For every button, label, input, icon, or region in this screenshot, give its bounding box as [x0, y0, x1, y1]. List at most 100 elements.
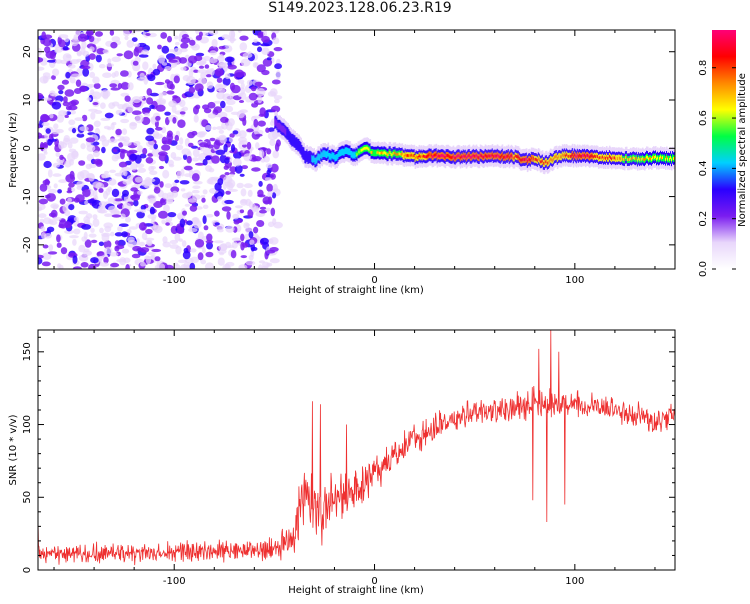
- spectrogram-ridge-peak: [464, 154, 467, 158]
- spectrogram-ridge-peak: [630, 157, 633, 161]
- spectrogram-ridge-core: [325, 151, 328, 159]
- spectrogram-ridge-peak: [627, 158, 630, 162]
- spectrogram-ridge-core: [276, 120, 278, 128]
- spectrogram-ridge-core: [282, 125, 284, 133]
- spectrogram-noise-cell: [101, 139, 110, 147]
- spectrogram-noise-cell: [72, 238, 77, 246]
- spectrogram-ridge-peak: [651, 157, 653, 161]
- spectrogram-noise-cell: [84, 200, 89, 205]
- spectrogram-noise-cell: [206, 233, 213, 242]
- spectrogram-noise-cell: [140, 204, 147, 211]
- spectrogram-noise-cell: [269, 258, 280, 264]
- spectrogram-noise-cell: [57, 263, 62, 269]
- spectrogram-noise-cell: [207, 113, 217, 119]
- spectrogram-ridge-peak: [614, 157, 617, 161]
- spectrogram-noise-cell: [93, 158, 103, 165]
- spectrogram-xtick-label: 100: [565, 275, 584, 286]
- spectrogram-noise-cell: [101, 146, 106, 154]
- spectrogram-noise-cell: [127, 104, 134, 114]
- spectrogram-noise-cell: [98, 63, 106, 69]
- spectrogram-noise-cell: [62, 110, 68, 116]
- snr-series-line: [38, 330, 675, 566]
- spectrogram-ridge-peak: [577, 155, 580, 159]
- spectrogram-ridge-peak: [471, 154, 474, 158]
- spectrogram-noise-cell: [224, 56, 235, 63]
- spectrogram-noise-cell: [131, 37, 138, 42]
- spectrogram-ridge-peak: [443, 155, 446, 159]
- spectrogram-noise-cell: [261, 265, 269, 269]
- spectrogram-ridge-peak: [532, 156, 535, 160]
- spectrogram-noise-cell: [180, 37, 191, 44]
- spectrogram-noise-cell: [174, 41, 180, 46]
- spectrogram-ridge-core: [312, 156, 314, 163]
- spectrogram-noise-cell: [155, 115, 161, 121]
- spectrogram-noise-cell: [229, 166, 237, 173]
- spectrogram-ridge-peak: [617, 156, 620, 160]
- spectrogram-ridge-peak: [557, 155, 560, 159]
- spectrogram-ridge-peak: [364, 146, 367, 150]
- spectrogram-ridge-peak: [503, 155, 506, 159]
- spectrogram-ridge-peak: [363, 147, 366, 150]
- spectrogram-ridge-core: [307, 154, 309, 162]
- spectrogram-noise-cell: [258, 149, 265, 158]
- spectrogram-noise-cell: [72, 255, 78, 264]
- spectrogram-noise-cell: [210, 67, 215, 76]
- spectrogram-noise-cell: [52, 68, 60, 77]
- spectrogram-ridge-core: [288, 132, 290, 139]
- spectrogram-ridge-peak: [405, 154, 408, 158]
- spectrogram-ridge-peak: [465, 156, 468, 160]
- spectrogram-ridge-peak: [448, 155, 451, 158]
- spectrogram-noise-cell: [274, 98, 280, 104]
- spectrogram-noise-cell: [85, 137, 96, 143]
- spectrogram-noise-cell: [199, 133, 204, 138]
- spectrogram-noise-cell: [127, 236, 135, 243]
- spectrogram-ridge-peak: [580, 155, 583, 158]
- spectrogram-noise-cell: [108, 178, 117, 186]
- spectrogram-noise-cell: [206, 178, 214, 185]
- spectrogram-ridge-peak: [411, 154, 414, 158]
- spectrogram-noise-cell: [272, 150, 280, 159]
- spectrogram-noise-cell: [238, 264, 248, 269]
- spectrogram-ridge-peak: [623, 158, 626, 162]
- snr-ylabel: SNR (10 * v/v): [8, 414, 19, 485]
- spectrogram-noise-cell: [133, 199, 139, 207]
- spectrogram-ridge-peak: [573, 153, 576, 157]
- spectrogram-noise-cell: [191, 130, 198, 136]
- spectrogram-ridge-peak: [655, 155, 657, 159]
- spectrogram-ridge-core: [281, 125, 283, 133]
- spectrogram-ridge-peak: [585, 154, 588, 157]
- spectrogram-noise-cell: [82, 188, 91, 198]
- spectrogram-noise-cell: [213, 140, 221, 150]
- spectrogram-noise-cell: [187, 55, 198, 64]
- spectrogram-noise-cell: [248, 231, 254, 239]
- spectrogram-noise-cell: [38, 213, 47, 219]
- spectrogram-ridge-core: [293, 137, 295, 145]
- spectrogram-ridge-peak: [476, 155, 479, 159]
- spectrogram-ridge-peak: [399, 152, 402, 156]
- spectrogram-ridge-peak: [490, 154, 493, 158]
- spectrogram-ridge-peak: [496, 153, 499, 157]
- spectrogram-noise-cell: [158, 165, 165, 170]
- spectrogram-noise-cell: [124, 35, 129, 41]
- spectrogram-noise-cell: [48, 244, 54, 252]
- spectrogram-ridge-core: [319, 154, 321, 162]
- spectrogram-ridge-core: [346, 147, 349, 155]
- spectrogram-noise-cell: [207, 101, 216, 109]
- spectrogram-noise-cell: [263, 200, 272, 204]
- spectrogram-ridge-peak: [388, 151, 391, 154]
- spectrogram-noise-cell: [73, 216, 79, 222]
- spectrogram-ridge-core: [353, 151, 356, 158]
- spectrogram-ridge-peak: [566, 154, 569, 158]
- spectrogram-ridge-peak: [380, 151, 383, 155]
- spectrogram-ridge-peak: [484, 153, 487, 157]
- spectrogram-ridge-peak: [397, 153, 400, 157]
- spectrogram-cells: [38, 30, 675, 269]
- spectrogram-noise-cell: [217, 178, 224, 186]
- spectrogram-ridge-peak: [536, 159, 539, 163]
- spectrogram-noise-cell: [106, 63, 114, 67]
- spectrogram-noise-cell: [64, 114, 69, 118]
- spectrogram-noise-cell: [217, 228, 224, 233]
- spectrogram-noise-cell: [107, 127, 112, 131]
- spectrogram-ridge-peak: [606, 156, 609, 160]
- spectrogram-noise-cell: [47, 251, 58, 255]
